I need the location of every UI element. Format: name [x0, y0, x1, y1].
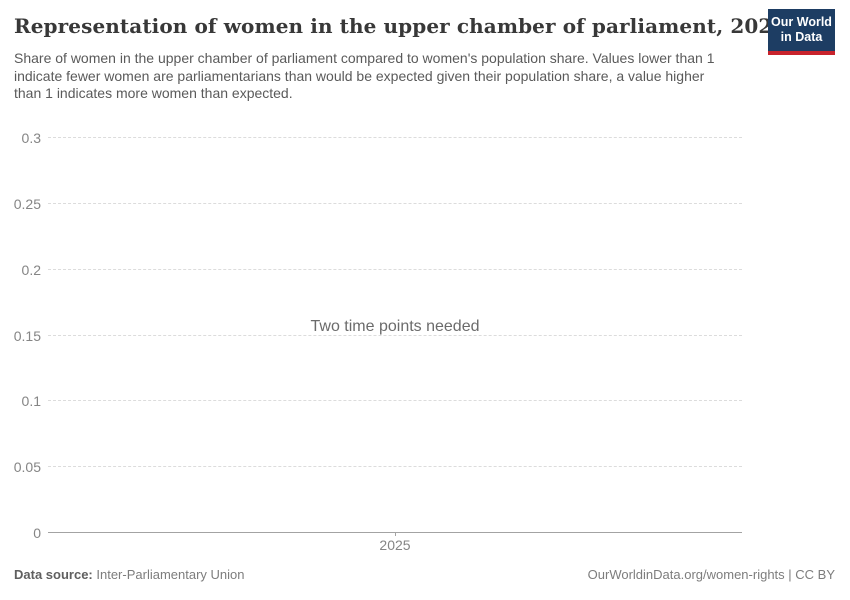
y-axis-tick-label: 0.1	[21, 393, 41, 410]
x-axis-tick-mark	[395, 532, 396, 536]
gridline: 0.25	[14, 196, 742, 212]
data-source-label: Data source:	[14, 567, 93, 582]
page-title: Representation of women in the upper cha…	[14, 14, 787, 38]
footer: Data source: Inter-Parliamentary Union O…	[14, 567, 835, 582]
gridline: 0.05	[14, 459, 742, 475]
y-axis-tick-label: 0.3	[21, 130, 41, 146]
gridline: 0.15	[14, 328, 742, 344]
y-axis-tick-label: 0.05	[13, 459, 41, 476]
gridline: 0.2	[22, 262, 742, 278]
y-axis-tick-label: 0.15	[13, 327, 41, 344]
owid-logo-text-line2: in Data	[780, 30, 823, 44]
owid-logo[interactable]: Our World in Data	[768, 9, 835, 55]
x-axis-tick-label: 2025	[379, 537, 411, 553]
data-source: Data source: Inter-Parliamentary Union	[14, 567, 245, 582]
owid-logo-text-line1: Our World	[771, 15, 832, 29]
data-source-value: Inter-Parliamentary Union	[96, 567, 245, 582]
y-axis-tick-label: 0.2	[21, 261, 41, 278]
y-axis-tick-label: 0.25	[13, 195, 41, 212]
gridline: 0.1	[22, 393, 742, 409]
chart-subtitle: Share of women in the upper chamber of p…	[14, 50, 715, 101]
gridline: 0.3	[22, 130, 742, 146]
empty-chart-message: Two time points needed	[310, 317, 480, 335]
y-axis-tick-label: 0	[33, 525, 41, 541]
plot-area: 0.3 0.25 0.2 0.15 0.1 0.05 0 2025 Two ti…	[14, 130, 742, 553]
footer-license-link[interactable]: OurWorldinData.org/women-rights | CC BY	[587, 567, 835, 582]
